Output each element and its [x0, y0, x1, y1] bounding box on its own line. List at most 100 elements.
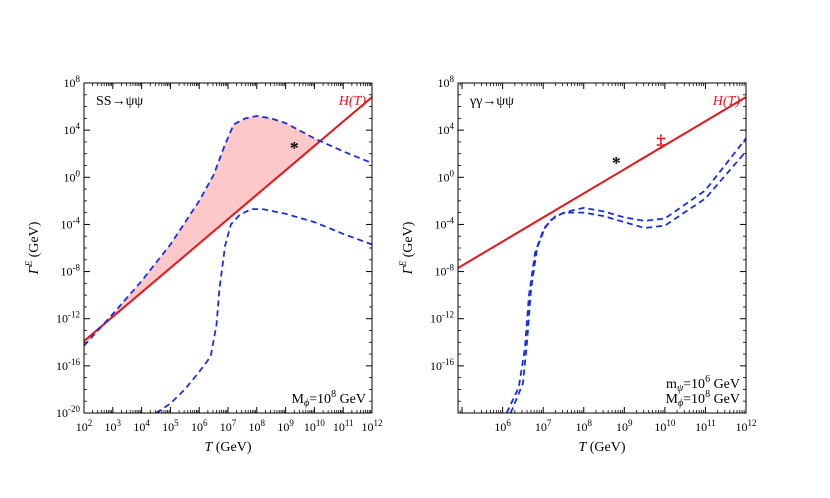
x-tick-base: 10	[575, 420, 587, 434]
y-axis-title-symbol: Γ	[401, 265, 416, 275]
y-axis-title-superscript: E	[24, 260, 34, 267]
annotation-subscript: ψ	[677, 383, 684, 394]
mass-annotation: Mϕ=108 GeV	[666, 389, 740, 409]
annotation-equals: =10	[683, 392, 705, 407]
y-tick-exponent: 4	[450, 121, 455, 131]
y-tick-label: 10-20	[56, 404, 80, 420]
x-tick-label: 1010	[304, 418, 326, 434]
x-tick-label: 102	[76, 418, 93, 434]
y-axis-title: ΓE (GeV)	[398, 221, 416, 275]
y-tick-label: 108	[438, 74, 455, 90]
x-tick-base: 10	[333, 420, 345, 434]
right-panel: *‡106 107 108 109 1010 1011 101210-1610-1210-8…	[398, 74, 757, 455]
interaction-rate-curve-1	[84, 115, 372, 347]
x-tick-exponent: 7	[232, 418, 237, 428]
y-axis-title-unit: (GeV)	[27, 221, 42, 261]
x-tick-label: 1011	[695, 418, 716, 434]
annotation-symbol: M	[666, 392, 679, 407]
asterisk-marker: *	[612, 153, 621, 173]
annotation-unit: GeV	[710, 392, 740, 407]
y-tick-label: 104	[64, 121, 81, 137]
x-tick-label: 105	[162, 418, 179, 434]
y-tick-base: 10	[64, 123, 76, 137]
annotation-subscript: ϕ	[678, 398, 683, 409]
plot-frame	[457, 82, 747, 414]
y-tick-label: 10-4	[61, 215, 81, 231]
x-axis-title-symbol: T	[578, 440, 587, 455]
plot-area	[458, 96, 746, 413]
x-axis-title-unit: (GeV)	[586, 440, 626, 455]
mass-annotation: mψ=106 GeV	[666, 374, 740, 394]
annotation-exponent: 8	[705, 389, 710, 400]
x-tick-exponent: 11	[707, 418, 716, 428]
y-tick-base: 10	[56, 312, 68, 326]
y-axis-title-symbol: Γ	[27, 265, 42, 275]
panel-label: γγ→ψψ	[469, 94, 514, 109]
panel-label: SS→ψψ	[96, 94, 143, 109]
y-tick-exponent: 8	[76, 74, 81, 84]
y-tick-label: 10-8	[61, 263, 81, 279]
x-tick-base: 10	[494, 420, 506, 434]
plot-area	[84, 96, 372, 413]
hubble-label: H(T)	[338, 94, 367, 109]
x-tick-label: 1011	[333, 418, 354, 434]
y-tick-exponent: 4	[76, 121, 81, 131]
x-tick-exponent: 7	[547, 418, 552, 428]
x-tick-base: 10	[535, 420, 547, 434]
annotation-symbol: m	[666, 377, 677, 392]
y-tick-base: 10	[438, 76, 450, 90]
x-tick-base: 10	[736, 420, 748, 434]
y-tick-base: 10	[438, 123, 450, 137]
x-tick-exponent: 12	[748, 418, 757, 428]
y-axis-title-unit: (GeV)	[401, 221, 416, 261]
x-tick-label: 103	[105, 418, 122, 434]
y-tick-exponent: -8	[447, 263, 455, 273]
annotation-unit: GeV	[336, 392, 366, 407]
x-tick-label: 1012	[736, 418, 757, 434]
x-tick-label: 106	[494, 418, 511, 434]
y-tick-exponent: 0	[76, 168, 81, 178]
x-tick-exponent: 8	[587, 418, 592, 428]
x-axis-title-symbol: T	[204, 440, 213, 455]
y-tick-base: 10	[64, 170, 76, 184]
x-tick-base: 10	[220, 420, 232, 434]
y-tick-label: 10-16	[56, 357, 80, 373]
y-axis-title: ΓE (GeV)	[24, 221, 42, 275]
y-tick-base: 10	[56, 359, 68, 373]
x-tick-base: 10	[76, 420, 88, 434]
y-tick-base: 10	[430, 359, 442, 373]
y-tick-base: 10	[64, 76, 76, 90]
x-tick-base: 10	[249, 420, 261, 434]
x-tick-label: 109	[616, 418, 633, 434]
x-tick-exponent: 10	[316, 418, 326, 428]
y-tick-exponent: -8	[73, 263, 81, 273]
x-tick-label: 108	[575, 418, 592, 434]
y-tick-exponent: 8	[450, 74, 455, 84]
x-tick-label: 106	[191, 418, 208, 434]
y-tick-exponent: -4	[447, 215, 455, 225]
x-tick-label: 104	[133, 418, 150, 434]
annotation-equals: =10	[683, 377, 705, 392]
x-tick-label: 107	[535, 418, 552, 434]
y-tick-base: 10	[435, 217, 447, 231]
annotation-exponent: 6	[705, 374, 710, 385]
x-tick-base: 10	[191, 420, 203, 434]
x-tick-base: 10	[654, 420, 666, 434]
x-tick-exponent: 4	[145, 418, 150, 428]
y-tick-label: 100	[438, 168, 455, 184]
x-tick-label: 108	[249, 418, 266, 434]
interaction-rate-curve-2	[505, 150, 746, 413]
x-tick-label: 1012	[362, 418, 383, 434]
y-tick-label: 10-4	[435, 215, 455, 231]
y-tick-exponent: 0	[450, 168, 455, 178]
y-tick-base: 10	[435, 265, 447, 279]
interaction-rate-curve-2	[155, 208, 372, 413]
y-tick-label: 100	[64, 168, 81, 184]
annotation-exponent: 8	[331, 389, 336, 400]
x-tick-base: 10	[362, 420, 374, 434]
x-axis-title: T (GeV)	[578, 440, 625, 455]
x-tick-exponent: 5	[174, 418, 179, 428]
y-tick-base: 10	[61, 265, 73, 279]
x-tick-base: 10	[105, 420, 117, 434]
y-tick-base: 10	[56, 406, 68, 420]
